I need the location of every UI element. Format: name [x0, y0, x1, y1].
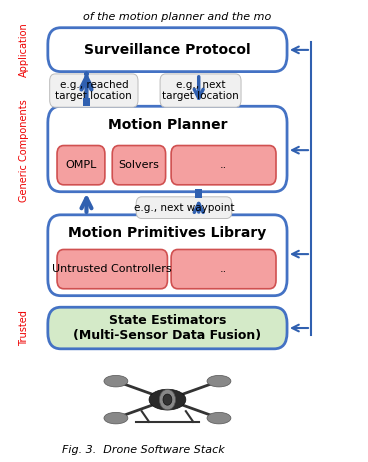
FancyBboxPatch shape: [112, 146, 166, 185]
FancyBboxPatch shape: [57, 249, 167, 289]
Bar: [195, 189, 202, 198]
Text: ..: ..: [220, 264, 227, 274]
Ellipse shape: [149, 389, 186, 410]
Text: Generic Components: Generic Components: [19, 99, 29, 201]
FancyBboxPatch shape: [136, 197, 232, 219]
Text: OMPL: OMPL: [65, 160, 97, 170]
Text: Trusted: Trusted: [19, 310, 29, 346]
FancyBboxPatch shape: [48, 106, 287, 192]
Ellipse shape: [207, 412, 231, 424]
Bar: [83, 98, 90, 106]
Circle shape: [163, 394, 172, 405]
FancyBboxPatch shape: [57, 146, 105, 185]
Text: e.g., reached
target location: e.g., reached target location: [56, 80, 132, 101]
FancyBboxPatch shape: [48, 28, 287, 72]
Text: Solvers: Solvers: [118, 160, 159, 170]
FancyBboxPatch shape: [48, 307, 287, 349]
FancyBboxPatch shape: [171, 146, 276, 185]
FancyBboxPatch shape: [160, 74, 241, 107]
Text: Application: Application: [19, 23, 29, 77]
Text: Motion Planner: Motion Planner: [108, 118, 227, 132]
Ellipse shape: [104, 412, 128, 424]
Text: Motion Primitives Library: Motion Primitives Library: [68, 226, 266, 240]
Text: ..: ..: [220, 160, 227, 170]
FancyBboxPatch shape: [50, 74, 138, 107]
Text: Untrusted Controllers: Untrusted Controllers: [52, 264, 172, 274]
Text: Fig. 3.  Drone Software Stack: Fig. 3. Drone Software Stack: [62, 445, 225, 455]
Text: e.g., next waypoint: e.g., next waypoint: [134, 203, 234, 213]
Ellipse shape: [207, 375, 231, 387]
Circle shape: [159, 389, 176, 410]
Ellipse shape: [104, 375, 128, 387]
FancyBboxPatch shape: [171, 249, 276, 289]
Text: e.g., next
target location: e.g., next target location: [162, 80, 239, 101]
Text: State Estimators
(Multi-Sensor Data Fusion): State Estimators (Multi-Sensor Data Fusi…: [73, 314, 262, 342]
Text: Surveillance Protocol: Surveillance Protocol: [84, 43, 251, 57]
FancyBboxPatch shape: [48, 215, 287, 296]
Text: of the motion planner and the mo: of the motion planner and the mo: [82, 12, 271, 22]
